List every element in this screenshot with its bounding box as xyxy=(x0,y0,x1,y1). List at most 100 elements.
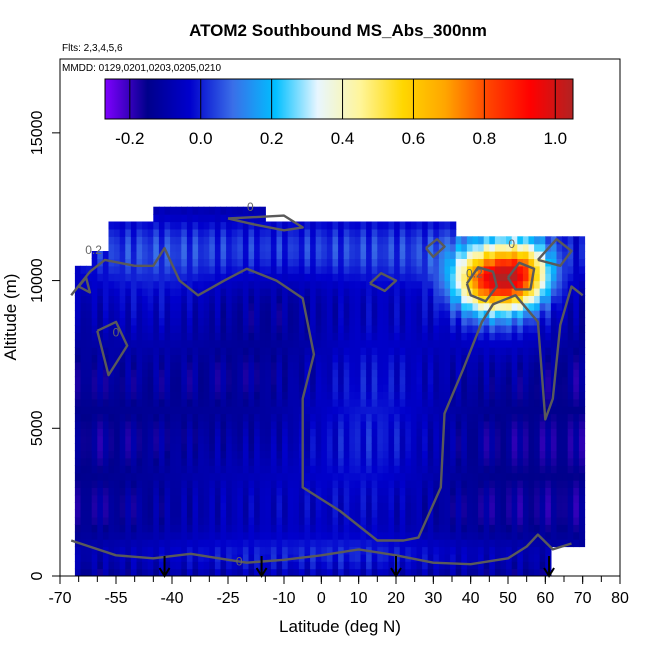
heatmap-cell xyxy=(310,258,317,267)
heatmap-cell xyxy=(466,568,474,576)
heatmap-cell xyxy=(545,480,552,488)
heatmap-cell xyxy=(478,413,485,422)
heatmap-cell xyxy=(226,546,233,555)
heatmap-cell xyxy=(399,465,406,474)
heatmap-cell xyxy=(405,236,412,245)
heatmap-cell xyxy=(427,420,434,429)
heatmap-cell xyxy=(506,288,513,296)
heatmap-cell xyxy=(237,339,244,348)
heatmap-cell xyxy=(198,465,205,474)
heatmap-cell xyxy=(427,228,434,237)
heatmap-cell xyxy=(416,502,423,511)
heatmap-cell xyxy=(287,228,294,237)
heatmap-cell xyxy=(102,324,110,333)
heatmap-cell xyxy=(444,516,451,525)
heatmap-cell xyxy=(170,413,177,422)
heatmap-cell xyxy=(377,531,384,540)
heatmap-cell xyxy=(125,435,132,444)
heatmap-cell xyxy=(416,450,423,459)
heatmap-cell xyxy=(556,465,563,474)
heatmap-cell xyxy=(466,280,474,289)
heatmap-cell xyxy=(80,376,87,385)
heatmap-cell xyxy=(231,546,238,555)
heatmap-cell xyxy=(500,450,507,459)
heatmap-cell xyxy=(170,391,177,400)
heatmap-cell xyxy=(578,384,586,392)
heatmap-cell xyxy=(270,361,278,370)
heatmap-cell xyxy=(142,561,149,570)
heatmap-cell xyxy=(164,302,171,311)
heatmap-cell xyxy=(220,516,227,525)
heatmap-cell xyxy=(265,502,272,511)
heatmap-cell xyxy=(186,214,194,223)
heatmap-cell xyxy=(310,228,317,237)
heatmap-cell xyxy=(153,435,160,444)
heatmap-cell xyxy=(506,310,513,319)
heatmap-cell xyxy=(326,539,334,548)
heatmap-cell xyxy=(556,251,563,259)
heatmap-cell xyxy=(562,494,569,503)
heatmap-cell xyxy=(416,324,423,333)
heatmap-cell xyxy=(181,354,188,363)
heatmap-cell xyxy=(506,472,513,481)
heatmap-cell xyxy=(214,428,222,437)
heatmap-cell xyxy=(125,369,132,378)
heatmap-cell xyxy=(276,221,283,230)
heatmap-cell xyxy=(175,487,182,496)
heatmap-cell xyxy=(147,251,154,259)
heatmap-cell xyxy=(366,317,373,326)
heatmap-cell xyxy=(282,339,289,348)
heatmap-cell xyxy=(326,369,334,378)
heatmap-cell xyxy=(338,420,345,429)
heatmap-cell xyxy=(276,347,283,355)
heatmap-cell xyxy=(578,406,586,415)
heatmap-cell xyxy=(511,546,518,555)
heatmap-cell xyxy=(270,487,278,496)
heatmap-cell xyxy=(220,339,227,348)
heatmap-cell xyxy=(506,243,513,252)
heatmap-cell xyxy=(399,546,406,555)
heatmap-cell xyxy=(315,295,322,304)
heatmap-cell xyxy=(214,494,222,503)
heatmap-cell xyxy=(472,435,479,444)
heatmap-cell xyxy=(287,487,294,496)
heatmap-cell xyxy=(130,502,138,511)
heatmap-cell xyxy=(175,553,182,562)
heatmap-cell xyxy=(427,553,434,562)
heatmap-cell xyxy=(349,317,356,326)
heatmap-cell xyxy=(332,546,339,555)
heatmap-cell xyxy=(416,472,423,481)
heatmap-cell xyxy=(466,384,474,392)
heatmap-cell xyxy=(332,310,339,319)
heatmap-cell xyxy=(455,420,462,429)
heatmap-cell xyxy=(203,384,210,392)
heatmap-cell xyxy=(248,288,255,296)
heatmap-cell xyxy=(321,273,328,282)
heatmap-cell xyxy=(511,465,518,474)
heatmap-cell xyxy=(231,472,238,481)
heatmap-cell xyxy=(108,516,115,525)
heatmap-cell xyxy=(102,265,110,274)
heatmap-cell xyxy=(444,487,451,496)
heatmap-cell xyxy=(74,332,82,341)
heatmap-cell xyxy=(466,324,474,333)
heatmap-cell xyxy=(405,347,412,355)
heatmap-cell xyxy=(433,221,440,230)
heatmap-cell xyxy=(164,221,171,230)
heatmap-cell xyxy=(315,443,322,452)
heatmap-cell xyxy=(175,509,182,518)
heatmap-cell xyxy=(427,361,434,370)
heatmap-cell xyxy=(371,302,378,311)
heatmap-cell xyxy=(226,531,233,540)
heatmap-cell xyxy=(276,332,283,341)
heatmap-cell xyxy=(354,568,362,576)
heatmap-cell xyxy=(556,494,563,503)
heatmap-cell xyxy=(416,524,423,533)
heatmap-cell xyxy=(192,398,199,407)
heatmap-cell xyxy=(399,428,406,437)
heatmap-cell xyxy=(80,472,87,481)
heatmap-cell xyxy=(74,361,82,370)
heatmap-cell xyxy=(170,332,177,341)
heatmap-cell xyxy=(310,457,317,466)
heatmap-cell xyxy=(382,228,390,237)
